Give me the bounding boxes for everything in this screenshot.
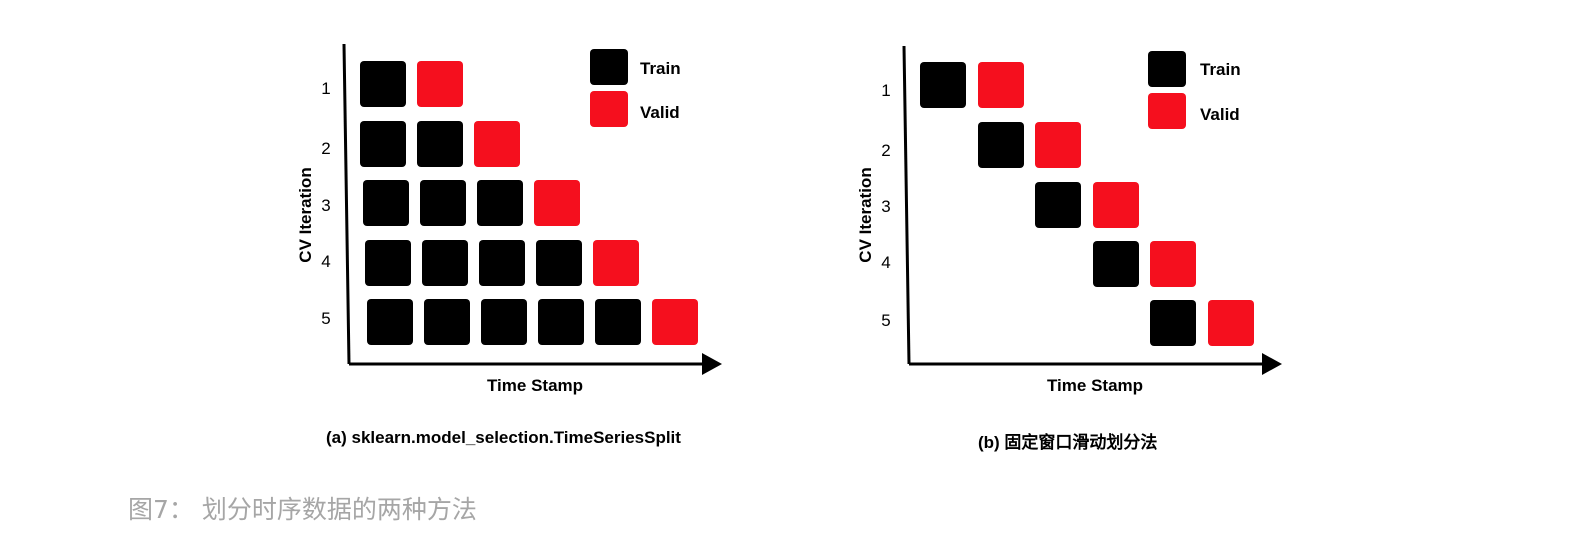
x-axis-arrow [702, 353, 722, 375]
legend-label-train: Train [640, 59, 681, 78]
y-axis [342, 43, 351, 365]
train-block [363, 180, 409, 226]
train-block [420, 180, 466, 226]
train-block [481, 299, 527, 345]
train-block [595, 299, 641, 345]
train-block [477, 180, 523, 226]
train-block [538, 299, 584, 345]
subcaption: (a) sklearn.model_selection.TimeSeriesSp… [326, 428, 681, 447]
train-block [360, 121, 406, 167]
train-block [1035, 182, 1082, 228]
axes [902, 45, 1282, 375]
row-label-1: 1 [321, 79, 331, 98]
y-axis [902, 45, 911, 365]
legend-label-valid: Valid [1200, 105, 1240, 124]
valid-block [474, 121, 520, 167]
valid-block [1208, 300, 1254, 346]
legend-swatch-valid [1148, 93, 1186, 129]
train-block [424, 299, 470, 345]
axes [342, 43, 722, 375]
y-axis-label: CV Iteration [296, 167, 315, 263]
row-label-2: 2 [881, 141, 891, 160]
valid-block [1150, 241, 1197, 287]
train-block [365, 240, 411, 286]
train-block [1092, 241, 1139, 287]
row-label-5: 5 [881, 311, 891, 330]
train-block [417, 121, 463, 167]
train-block [536, 240, 582, 286]
subcaption: (b) 固定窗口滑动划分法 [978, 433, 1158, 452]
legend-swatch-train [590, 49, 628, 85]
valid-block [534, 180, 580, 226]
train-block [1150, 300, 1197, 346]
valid-block [417, 61, 463, 107]
valid-block [977, 62, 1024, 108]
valid-block [593, 240, 639, 286]
row-label-3: 3 [881, 197, 891, 216]
row-label-5: 5 [321, 309, 331, 328]
y-axis-label: CV Iteration [856, 167, 875, 263]
legend-label-valid: Valid [640, 103, 680, 122]
valid-block [1035, 122, 1082, 168]
panel-b: CV Iteration 1 2 3 4 5 Train Valid Time … [830, 0, 1450, 470]
panel-a: CV Iteration 1 2 3 4 5 Train Valid Time … [270, 0, 890, 470]
figure-caption: 图7： 划分时序数据的两种方法 [128, 495, 477, 524]
row-label-4: 4 [321, 252, 331, 271]
row-label-4: 4 [881, 253, 891, 272]
x-axis-label: Time Stamp [1046, 376, 1144, 395]
train-block [977, 122, 1024, 168]
row-label-2: 2 [321, 139, 331, 158]
legend-label-train: Train [1200, 60, 1241, 79]
row-label-3: 3 [321, 196, 331, 215]
train-block [422, 240, 468, 286]
valid-block [1092, 182, 1139, 228]
x-axis-arrow [1262, 353, 1282, 375]
legend-swatch-valid [590, 91, 628, 127]
train-block [360, 61, 406, 107]
valid-block [652, 299, 698, 345]
row-label-1: 1 [881, 81, 891, 100]
train-block [920, 62, 966, 108]
train-block [479, 240, 525, 286]
x-axis-label: Time Stamp [486, 376, 584, 395]
legend-swatch-train [1148, 51, 1186, 87]
train-block [367, 299, 413, 345]
